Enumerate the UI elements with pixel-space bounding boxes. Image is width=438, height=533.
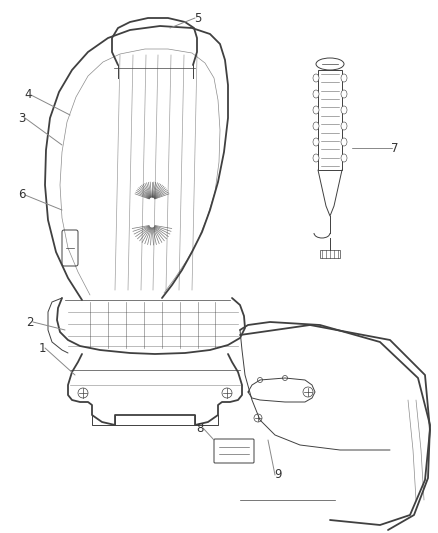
Ellipse shape [341,106,347,114]
Ellipse shape [313,138,319,146]
Ellipse shape [313,122,319,130]
Ellipse shape [313,154,319,162]
Ellipse shape [313,74,319,82]
FancyBboxPatch shape [214,439,254,463]
Text: 8: 8 [196,422,204,434]
FancyBboxPatch shape [62,230,78,266]
Ellipse shape [341,122,347,130]
Ellipse shape [316,58,344,70]
Text: 7: 7 [391,141,399,155]
Bar [320,250,340,258]
Ellipse shape [341,74,347,82]
Text: 3: 3 [18,111,26,125]
Text: 6: 6 [18,189,26,201]
Ellipse shape [341,90,347,98]
Ellipse shape [313,106,319,114]
Ellipse shape [341,138,347,146]
Ellipse shape [341,154,347,162]
Ellipse shape [313,90,319,98]
Ellipse shape [254,414,262,422]
Ellipse shape [303,387,313,397]
Text: 5: 5 [194,12,201,25]
Bar [318,70,342,170]
Text: 4: 4 [24,88,32,101]
Text: 2: 2 [26,316,34,328]
Text: 9: 9 [274,469,282,481]
Text: 1: 1 [38,342,46,354]
